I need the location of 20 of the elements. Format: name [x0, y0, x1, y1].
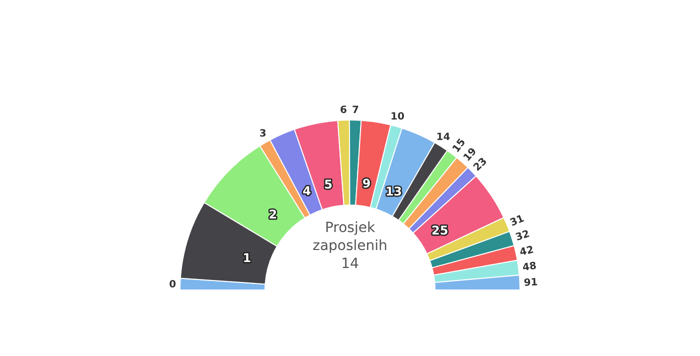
slice-label: 32 [514, 228, 532, 244]
slice-label: 13 [385, 184, 402, 198]
slice-label: 0 [168, 279, 176, 290]
slice-label: 48 [522, 260, 538, 274]
slice-label: 42 [518, 244, 535, 258]
slice-label: 2 [268, 208, 278, 222]
slice-label: 23 [472, 156, 490, 174]
slice-label: 31 [508, 213, 526, 229]
slice-label: 91 [524, 277, 538, 289]
slice-label: 1 [242, 250, 252, 265]
slice-label: 6 [340, 105, 347, 116]
slice-label: 14 [436, 132, 450, 144]
slice-label: 3 [259, 128, 266, 140]
slice-label: 7 [352, 105, 359, 116]
slice-label: 10 [390, 112, 404, 123]
slice-label: 25 [432, 223, 448, 238]
text: Prosjek zaposlenih 14 [312, 220, 388, 272]
slice-label: 5 [324, 177, 332, 192]
slice-label: 9 [362, 176, 371, 190]
slice-label: 4 [302, 184, 311, 198]
